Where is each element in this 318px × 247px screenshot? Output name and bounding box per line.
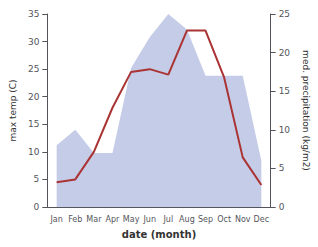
svg-text:Jul: Jul bbox=[162, 215, 173, 224]
svg-text:20: 20 bbox=[28, 92, 40, 102]
svg-text:20: 20 bbox=[279, 48, 291, 58]
svg-text:Sep: Sep bbox=[198, 215, 213, 224]
svg-text:15: 15 bbox=[28, 119, 39, 129]
svg-text:0: 0 bbox=[279, 202, 285, 212]
svg-text:Jan: Jan bbox=[49, 215, 62, 224]
svg-text:Feb: Feb bbox=[68, 215, 82, 224]
svg-text:25: 25 bbox=[279, 9, 290, 19]
svg-text:Oct: Oct bbox=[217, 215, 231, 224]
svg-text:max temp (C): max temp (C) bbox=[8, 79, 18, 141]
svg-text:Apr: Apr bbox=[106, 215, 121, 224]
svg-text:5: 5 bbox=[279, 163, 285, 173]
svg-text:0: 0 bbox=[34, 202, 40, 212]
svg-text:15: 15 bbox=[279, 86, 290, 96]
svg-text:date (month): date (month) bbox=[122, 229, 196, 240]
svg-text:May: May bbox=[123, 215, 140, 224]
svg-text:35: 35 bbox=[28, 9, 39, 19]
svg-text:25: 25 bbox=[28, 64, 39, 74]
svg-text:10: 10 bbox=[28, 147, 40, 157]
svg-text:Dec: Dec bbox=[254, 215, 269, 224]
svg-text:5: 5 bbox=[34, 174, 40, 184]
svg-text:Aug: Aug bbox=[179, 215, 195, 224]
svg-text:10: 10 bbox=[279, 125, 291, 135]
svg-text:Jun: Jun bbox=[142, 215, 156, 224]
svg-text:Mar: Mar bbox=[86, 215, 102, 224]
svg-text:Nov: Nov bbox=[235, 215, 251, 224]
svg-text:med. precipitation (kg/m2): med. precipitation (kg/m2) bbox=[301, 50, 311, 171]
svg-text:30: 30 bbox=[28, 37, 40, 47]
